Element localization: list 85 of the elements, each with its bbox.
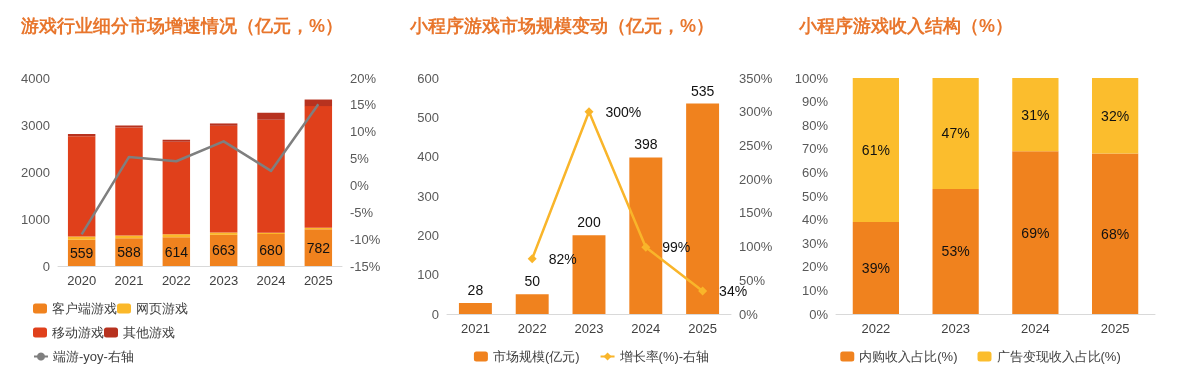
y-tick-label: 3000 xyxy=(21,117,50,133)
chart-title: 游戏行业细分市场增速情况（亿元，%） xyxy=(20,16,344,36)
y-tick-label: 600 xyxy=(417,70,439,86)
data-label: 782 xyxy=(306,239,331,256)
data-label: 32% xyxy=(1101,107,1130,124)
y-tick-label: 0% xyxy=(809,306,829,322)
y-tick-label: 70% xyxy=(801,141,829,157)
y2-tick-label: 300% xyxy=(739,104,773,120)
chart-title: 小程序游戏市场规模变动（亿元，%） xyxy=(409,16,715,36)
x-tick-label: 2024 xyxy=(631,321,661,336)
y2-tick-label: 5% xyxy=(350,151,370,167)
data-label: 535 xyxy=(690,82,715,99)
data-label: 31% xyxy=(1021,106,1050,123)
y-tick-label: 4000 xyxy=(21,70,50,86)
x-tick-label: 2024 xyxy=(256,273,286,288)
x-tick-label: 2020 xyxy=(67,273,97,288)
y2-tick-label: 350% xyxy=(739,70,773,86)
y2-tick-label: 0% xyxy=(739,306,759,322)
y-tick-label: 0 xyxy=(431,306,439,322)
x-tick-label: 2021 xyxy=(460,321,490,336)
y2-tick-label: 0% xyxy=(350,177,370,193)
y-tick-label: 300 xyxy=(417,188,439,204)
x-tick-label: 2025 xyxy=(303,273,333,288)
x-tick-label: 2023 xyxy=(941,321,971,336)
data-label: 398 xyxy=(634,136,658,153)
legend-label: 移动游戏 xyxy=(52,325,104,340)
y-tick-label: 80% xyxy=(801,117,829,133)
data-label: 588 xyxy=(117,244,141,261)
data-label: 69% xyxy=(1021,224,1050,241)
data-label: 39% xyxy=(861,259,890,276)
y-tick-label: 10% xyxy=(801,282,829,298)
y-tick-label: 100 xyxy=(417,267,439,283)
data-label: 28 xyxy=(467,281,484,298)
y2-tick-label: 20% xyxy=(350,70,377,86)
y2-tick-label: 250% xyxy=(739,137,773,153)
data-label: 614 xyxy=(164,243,189,260)
y-tick-label: 0 xyxy=(42,258,50,274)
y-tick-label: 400 xyxy=(417,149,439,165)
legend-label: 增长率(%)-右轴 xyxy=(618,349,710,364)
chart-title: 小程序游戏收入结构（%） xyxy=(798,16,1014,36)
data-label: 50 xyxy=(524,273,541,290)
legend-label: 其他游戏 xyxy=(123,325,175,340)
y-tick-label: 50% xyxy=(801,188,829,204)
y-tick-label: 90% xyxy=(801,94,829,110)
y2-tick-label: 200% xyxy=(739,171,773,187)
y2-tick-label: 150% xyxy=(739,205,773,221)
y-tick-label: 30% xyxy=(801,235,829,251)
legend-label: 内购收入占比(%) xyxy=(859,349,958,364)
legend-label: 广告变现收入占比(%) xyxy=(996,349,1121,364)
y-tick-label: 20% xyxy=(801,259,829,275)
x-tick-label: 2025 xyxy=(1100,321,1130,336)
data-label: 663 xyxy=(211,242,236,259)
y-tick-label: 2000 xyxy=(21,164,50,180)
legend-label: 市场规模(亿元) xyxy=(492,349,580,364)
legend-label: 客户端游戏 xyxy=(52,301,117,316)
y-tick-label: 100% xyxy=(794,70,829,86)
y2-tick-label: 15% xyxy=(350,97,377,113)
data-label: 53% xyxy=(941,243,970,260)
x-tick-label: 2024 xyxy=(1020,321,1050,336)
y-tick-label: 40% xyxy=(801,212,829,228)
y-tick-label: 1000 xyxy=(21,211,50,227)
data-label: 680 xyxy=(259,242,283,259)
y2-tick-label: -10% xyxy=(350,231,381,247)
y2-tick-label: 100% xyxy=(739,239,773,255)
x-tick-label: 2022 xyxy=(861,321,891,336)
y2-tick-label: 10% xyxy=(350,124,377,140)
x-tick-label: 2022 xyxy=(517,321,547,336)
x-tick-label: 2021 xyxy=(114,273,144,288)
y2-tick-label: -5% xyxy=(350,204,374,220)
y-tick-label: 500 xyxy=(417,109,439,125)
y-tick-label: 200 xyxy=(417,227,439,243)
y-tick-label: 60% xyxy=(801,164,829,180)
data-label: 200 xyxy=(577,214,601,231)
x-tick-label: 2022 xyxy=(161,273,191,288)
x-tick-label: 2025 xyxy=(688,321,718,336)
x-tick-label: 2023 xyxy=(209,273,239,288)
legend-label: 端游-yoy-右轴 xyxy=(53,349,134,364)
data-label: 300% xyxy=(605,103,642,120)
data-label: 68% xyxy=(1101,225,1130,242)
legend-label: 网页游戏 xyxy=(136,301,188,316)
data-label: 61% xyxy=(861,141,890,158)
x-tick-label: 2023 xyxy=(574,321,604,336)
data-label: 47% xyxy=(941,125,970,142)
data-label: 559 xyxy=(69,244,94,261)
y2-tick-label: -15% xyxy=(350,258,381,274)
